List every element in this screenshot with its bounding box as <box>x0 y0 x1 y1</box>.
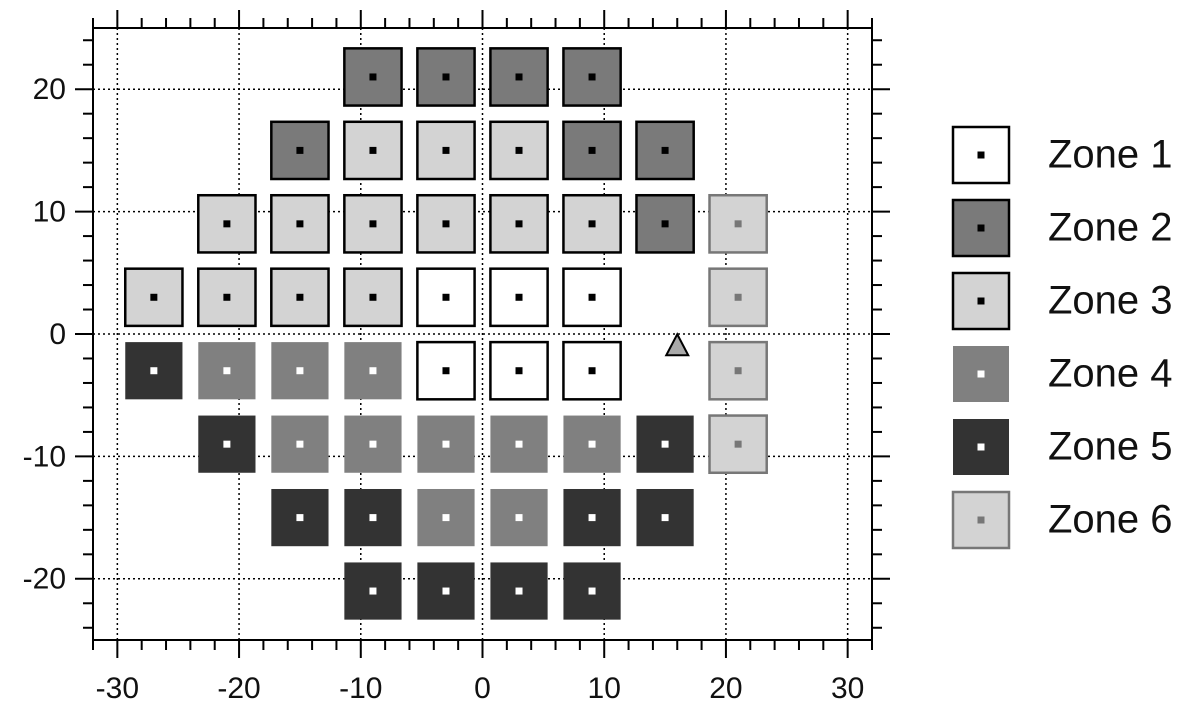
legend-label: Zone 3 <box>1048 279 1173 323</box>
dot <box>588 146 596 154</box>
x-tick-label: -30 <box>96 672 139 705</box>
x-tick-label: 10 <box>588 672 621 705</box>
legend-dot <box>977 297 985 305</box>
dot <box>296 367 304 375</box>
dot <box>515 146 523 154</box>
dot <box>296 440 304 448</box>
dot <box>661 146 669 154</box>
dot <box>661 514 669 522</box>
dot <box>515 367 523 375</box>
dot <box>734 293 742 301</box>
dot <box>296 146 304 154</box>
dot <box>369 367 377 375</box>
dot <box>661 220 669 228</box>
y-tick-label: 20 <box>33 73 66 106</box>
dot <box>734 440 742 448</box>
y-tick-label: -20 <box>23 563 66 596</box>
dot <box>588 587 596 595</box>
dot <box>442 293 450 301</box>
dot <box>588 367 596 375</box>
legend-label: Zone 2 <box>1048 206 1173 250</box>
legend-swatch <box>951 125 1011 185</box>
dot <box>150 367 158 375</box>
legend-label: Zone 5 <box>1048 425 1173 469</box>
dot <box>369 514 377 522</box>
dot <box>588 514 596 522</box>
dot <box>442 514 450 522</box>
zone-square <box>343 47 403 107</box>
zone-square <box>416 340 476 401</box>
y-tick-label: -10 <box>23 440 66 473</box>
x-tick-label: -20 <box>217 672 260 705</box>
dot <box>150 293 158 301</box>
legend-dot <box>977 151 985 159</box>
dot <box>369 73 377 81</box>
dot <box>515 587 523 595</box>
dot <box>588 73 596 81</box>
dot <box>515 293 523 301</box>
triangle-marker <box>664 332 690 357</box>
dot <box>588 293 596 301</box>
y-tick-label: 10 <box>33 196 66 229</box>
dot <box>442 220 450 228</box>
zone-square <box>708 193 768 254</box>
dot <box>369 587 377 595</box>
dot <box>442 73 450 81</box>
dot <box>223 293 231 301</box>
dot <box>588 220 596 228</box>
legend-dot <box>977 443 985 451</box>
legend-label: Zone 1 <box>1048 133 1173 177</box>
dot <box>223 367 231 375</box>
plot-frame <box>92 27 873 641</box>
dot <box>734 367 742 375</box>
dot <box>369 293 377 301</box>
zone-square <box>562 193 622 254</box>
dot <box>369 146 377 154</box>
legend-label: Zone 4 <box>1048 352 1173 396</box>
x-tick-label: -10 <box>339 672 382 705</box>
zone-square <box>562 340 622 401</box>
legend-swatch <box>951 198 1011 258</box>
dot <box>515 440 523 448</box>
dot <box>442 440 450 448</box>
legend-dot <box>977 370 985 378</box>
dot <box>734 220 742 228</box>
dot <box>442 146 450 154</box>
dot <box>661 440 669 448</box>
dot <box>442 587 450 595</box>
x-tick-label: 30 <box>831 672 864 705</box>
dot <box>296 220 304 228</box>
x-tick-label: 20 <box>709 672 742 705</box>
zone-square <box>416 193 476 254</box>
dot <box>296 514 304 522</box>
legend-label: Zone 6 <box>1048 498 1173 542</box>
dot <box>515 514 523 522</box>
legend-dot <box>977 516 985 524</box>
y-tick-label: 0 <box>49 318 66 351</box>
dot <box>442 367 450 375</box>
dot <box>369 440 377 448</box>
dot <box>515 73 523 81</box>
dot <box>369 220 377 228</box>
dot <box>296 293 304 301</box>
zone-square <box>124 267 184 328</box>
dot <box>515 220 523 228</box>
dot <box>223 220 231 228</box>
dot <box>223 440 231 448</box>
x-tick-label: 0 <box>474 672 491 705</box>
legend-dot <box>977 224 985 232</box>
dot <box>588 440 596 448</box>
